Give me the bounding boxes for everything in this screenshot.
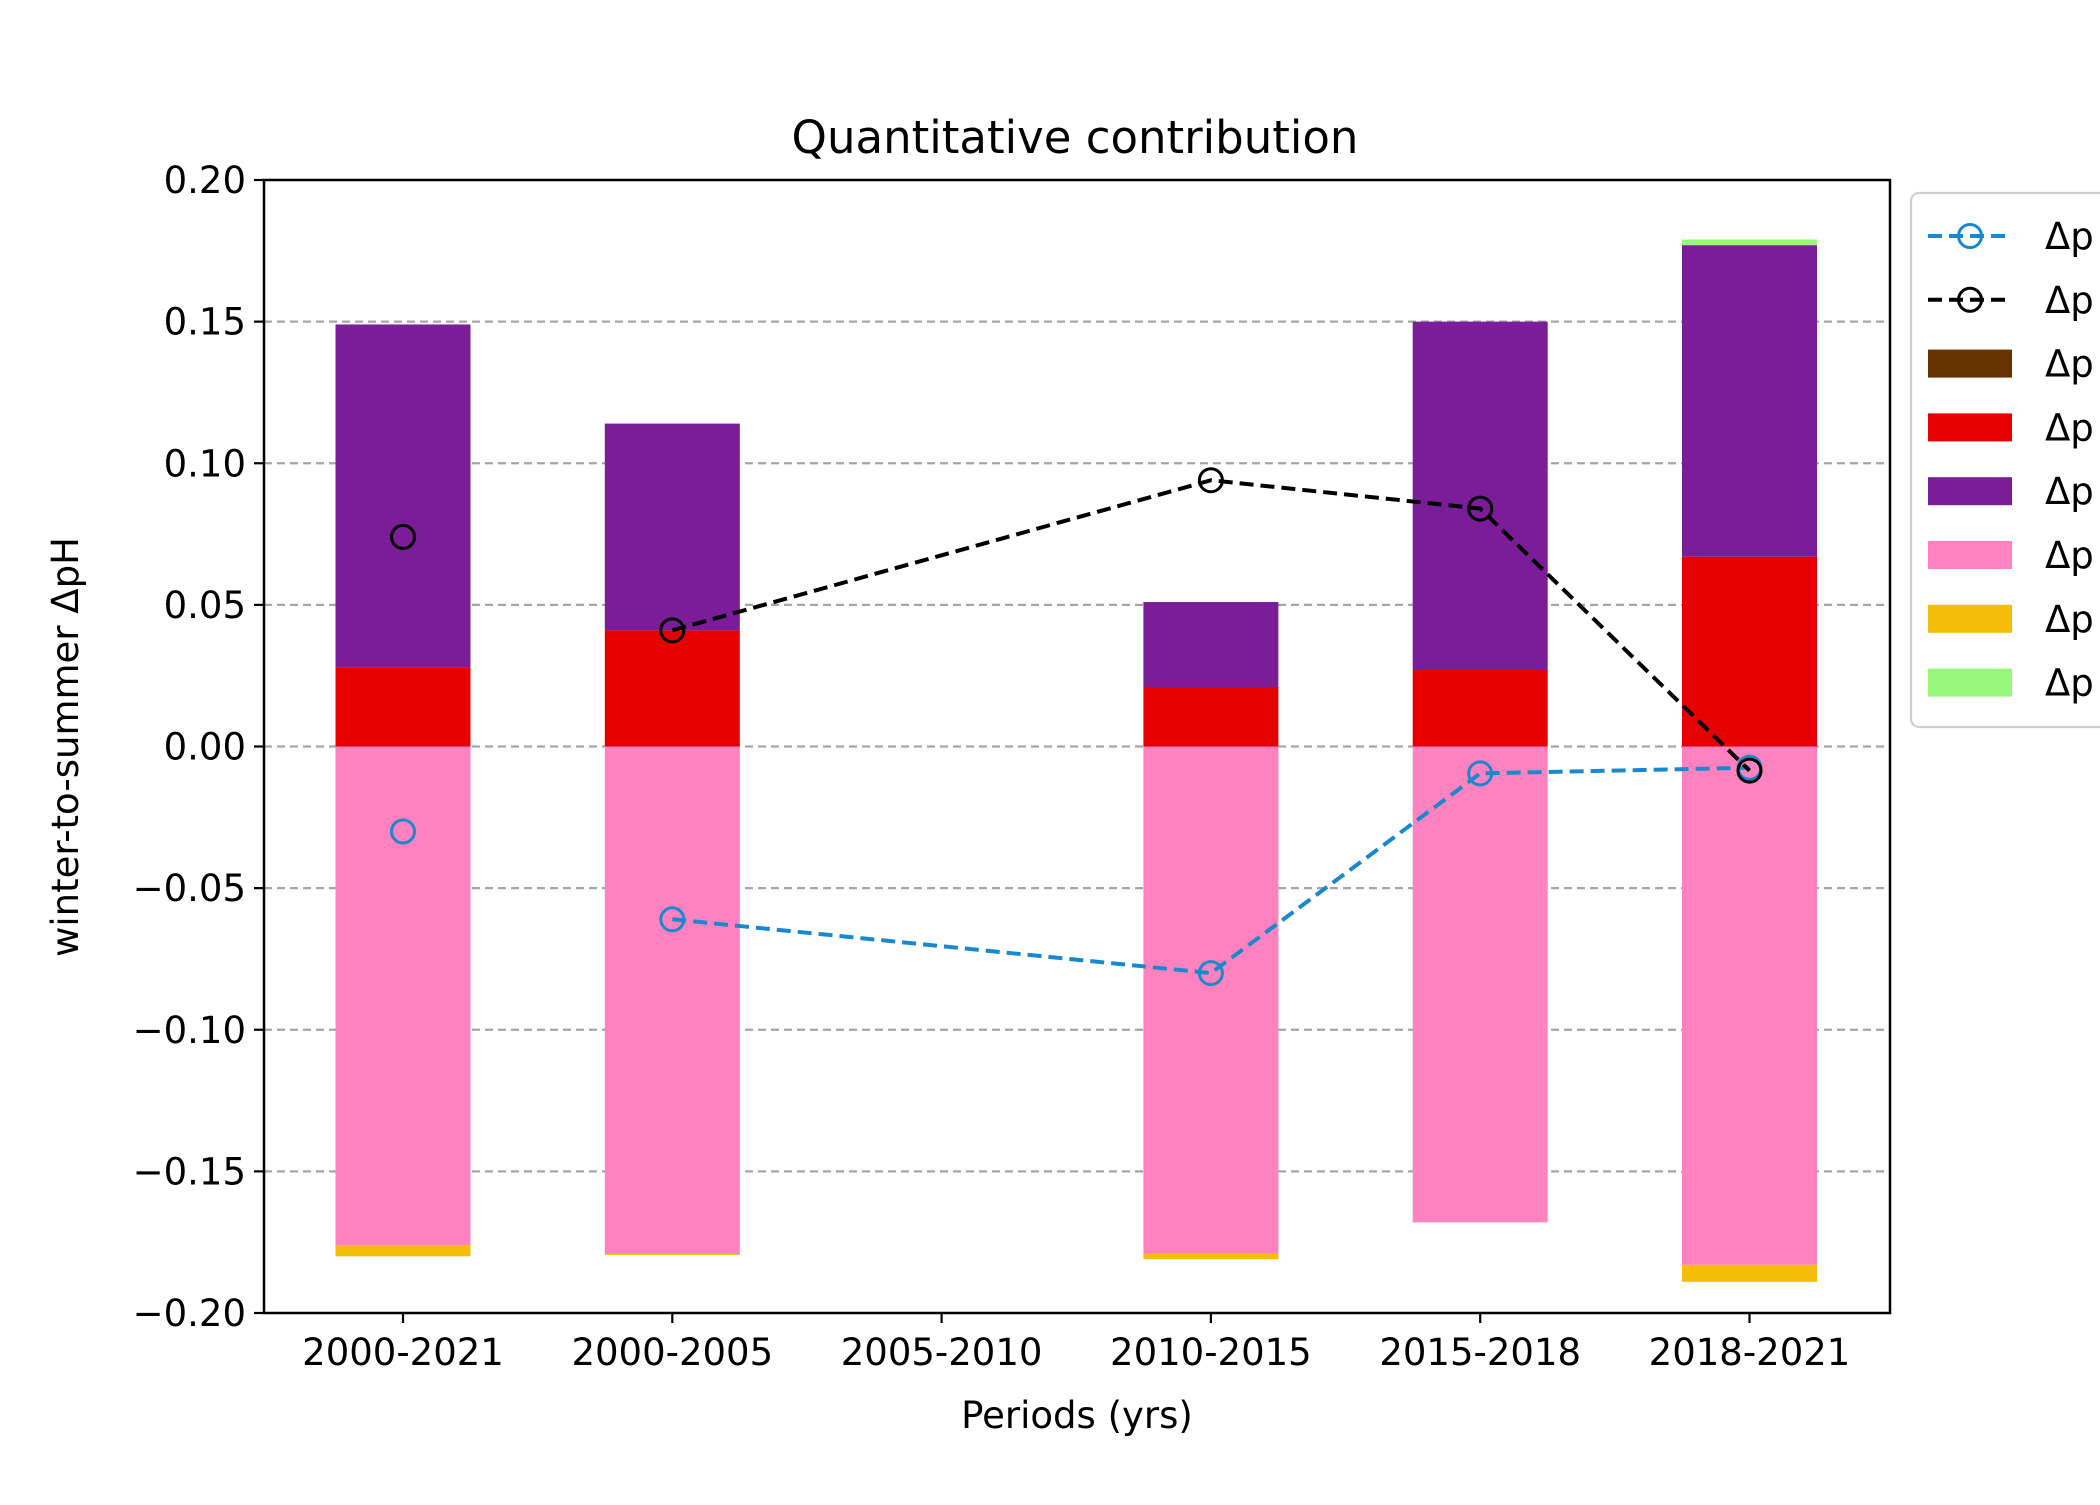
- line-series: [390, 467, 1763, 987]
- legend-label: Δp: [2045, 279, 2094, 322]
- series-marker: [1467, 495, 1494, 522]
- bar-segment: [1682, 239, 1817, 246]
- legend-patch-swatch: [1928, 604, 2012, 633]
- y-axis: −0.20 −0.15 −0.10 −0.05 0.00 0.05 0.10 0.15 0.20: [133, 159, 264, 1335]
- y-tick-label: −0.20: [133, 1292, 246, 1335]
- y-axis-title: winter-to-summer ΔpH: [44, 537, 87, 957]
- x-tick-label: 2018-2021: [1649, 1331, 1851, 1374]
- series-marker: [659, 906, 686, 933]
- legend-patch-swatch: [1928, 477, 2012, 506]
- bar-segment: [604, 423, 740, 631]
- y-tick-label: 0.05: [164, 584, 246, 627]
- y-tick-label: 0.15: [164, 301, 246, 344]
- bar-segment: [1143, 1253, 1279, 1260]
- bar-segment: [1143, 687, 1279, 747]
- bar-segment: [604, 746, 740, 1254]
- series-marker: [1736, 757, 1763, 784]
- x-axis-title: Periods (yrs): [961, 1394, 1193, 1437]
- legend-patch-swatch: [1928, 541, 2012, 569]
- x-tick-label: 2005-2010: [841, 1331, 1043, 1374]
- legend-box: [1909, 191, 2100, 729]
- legend-label: Δp: [2045, 470, 2094, 513]
- bar-segment: [1682, 245, 1817, 557]
- series-line: [671, 478, 1751, 773]
- x-tick-label: 2000-2005: [571, 1331, 773, 1374]
- series-marker: [1197, 467, 1224, 494]
- legend-label: Δp: [2045, 406, 2094, 449]
- legend-label: Δp: [2045, 215, 2094, 258]
- bar-segment: [1682, 556, 1817, 747]
- legend-label: Δp: [2045, 662, 2094, 705]
- bar-segment: [1143, 746, 1279, 1254]
- series-marker: [1467, 760, 1494, 787]
- y-tick-label: −0.15: [133, 1150, 246, 1193]
- x-tick-label: 2015-2018: [1379, 1331, 1581, 1374]
- bar-segment: [335, 667, 471, 747]
- bar-segment: [1412, 670, 1548, 747]
- x-axis: 2000-2021 2000-2005 2005-2010 2010-2015 2015…: [302, 1313, 1850, 1374]
- bars: [335, 239, 1817, 1282]
- legend-label: Δp: [2045, 534, 2094, 577]
- bar-segment: [604, 1253, 740, 1255]
- x-tick-label: 2000-2021: [302, 1331, 504, 1374]
- series-marker: [390, 818, 416, 845]
- y-tick-label: 0.20: [164, 159, 246, 202]
- bar-segment: [335, 746, 471, 1246]
- gridlines: [264, 320, 1890, 1173]
- y-tick-label: 0.10: [164, 442, 246, 485]
- legend-marker-swatch: [1957, 286, 1983, 313]
- chart-title: Quantitative contribution: [792, 111, 1359, 164]
- legend-label: Δp: [2045, 343, 2094, 386]
- legend-marker-swatch: [1957, 223, 1983, 249]
- bar-segment: [335, 324, 471, 668]
- legend-patch-swatch: [1928, 349, 2012, 378]
- y-tick-label: −0.05: [133, 867, 246, 910]
- legend-patch-swatch: [1928, 413, 2012, 442]
- bar-segment: [1682, 746, 1817, 1265]
- y-tick-label: −0.10: [133, 1009, 246, 1052]
- bar-segment: [1412, 746, 1548, 1223]
- series-marker: [390, 523, 416, 550]
- bar-segment: [1143, 602, 1279, 688]
- legend-patch-swatch: [1928, 668, 2012, 697]
- bar-segment: [1682, 1264, 1817, 1282]
- bar-segment: [335, 1245, 471, 1257]
- legend: Δp Δp Δp Δp Δp Δp Δp Δp: [1909, 191, 2100, 729]
- series-marker: [1197, 960, 1224, 987]
- y-tick-label: 0.00: [164, 726, 246, 769]
- x-tick-label: 2010-2015: [1110, 1331, 1312, 1374]
- bar-segment: [604, 630, 740, 747]
- series-line: [672, 765, 1750, 976]
- series-marker: [659, 617, 686, 644]
- legend-label: Δp: [2045, 598, 2094, 641]
